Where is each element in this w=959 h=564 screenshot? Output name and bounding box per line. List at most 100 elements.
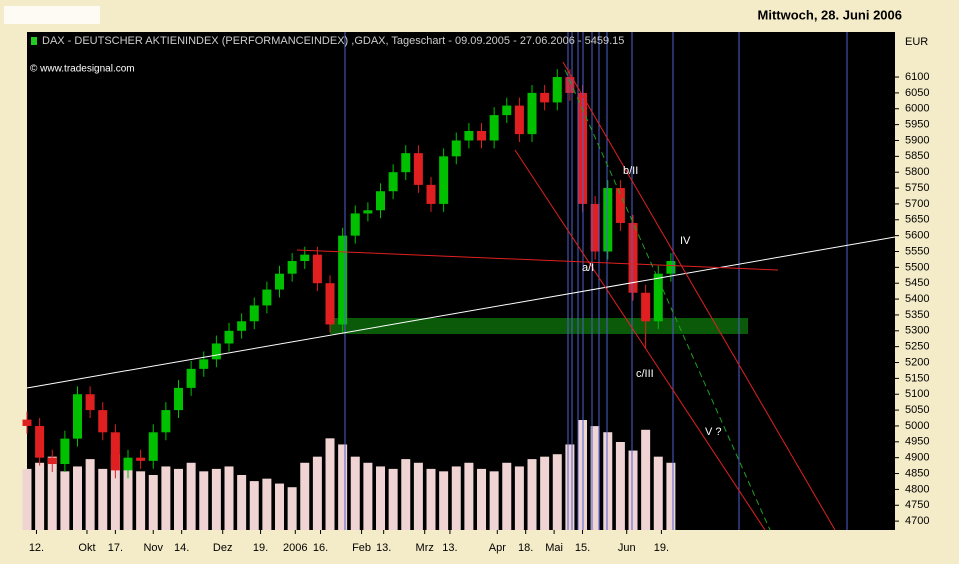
candle-body [464, 130, 474, 141]
candle-body [98, 410, 108, 433]
candle-body [502, 105, 512, 116]
volume-bar [110, 454, 120, 530]
legend-icon [31, 37, 37, 45]
volume-bar [237, 475, 247, 530]
candle-body [376, 191, 386, 211]
candle-body [73, 394, 83, 439]
volume-bar [123, 462, 133, 530]
volume-bar [325, 438, 335, 530]
candle-body [249, 305, 259, 322]
volume-bar [186, 462, 196, 530]
y-tick-label: 5100 [905, 388, 929, 400]
y-tick-label: 4900 [905, 452, 929, 464]
volume-bar [98, 468, 108, 530]
y-tick-label: 4750 [905, 499, 929, 511]
candle-body [514, 105, 524, 135]
candle-body [388, 172, 398, 192]
y-tick-label: 5700 [905, 198, 929, 210]
y-tick-label: 5300 [905, 325, 929, 337]
volume-bar [60, 471, 70, 530]
volume-bar [224, 466, 234, 530]
candle-body [35, 425, 45, 458]
x-tick-label: 19. [253, 542, 268, 554]
candle-body [199, 359, 209, 369]
y-tick-label: 5750 [905, 182, 929, 194]
marks [22, 69, 676, 530]
candle-body [186, 368, 196, 388]
y-tick-label: 5500 [905, 261, 929, 273]
volume-bar [275, 483, 285, 530]
volume-bar [148, 475, 158, 530]
volume-bar [653, 456, 663, 530]
volume-bar [401, 459, 411, 530]
volume-bar [388, 468, 398, 530]
candle-body [641, 292, 651, 322]
y-tick-label: 5050 [905, 404, 929, 416]
volume-bar [363, 462, 373, 530]
volume-bar [350, 456, 360, 530]
y-tick-label: 5950 [905, 119, 929, 131]
y-tick-label: 4850 [905, 467, 929, 479]
candle-body [552, 77, 562, 103]
volume-bar [540, 456, 550, 530]
candle-body [85, 394, 95, 411]
x-tick-label: 19. [654, 542, 669, 554]
x-tick-label: Mrz [416, 542, 434, 554]
annotation: V ? [705, 426, 722, 438]
candle-body [211, 343, 221, 360]
candle-body [451, 140, 461, 157]
y-tick-label: 4950 [905, 436, 929, 448]
candle-body [615, 188, 625, 223]
candle-body [401, 153, 411, 173]
volume-bar [641, 429, 651, 530]
volume-bar [73, 466, 83, 530]
candle-body [628, 222, 638, 293]
candle-body [338, 235, 348, 325]
candle-body [325, 283, 335, 325]
plot-area [27, 32, 895, 530]
support-band [330, 318, 748, 334]
y-tick-label: 5350 [905, 309, 929, 321]
y-tick-label: 5450 [905, 277, 929, 289]
volume-bar [211, 468, 221, 530]
y-tick-label: 6050 [905, 87, 929, 99]
candle-body [426, 184, 436, 204]
date-header: Mittwoch, 28. Juni 2006 [758, 7, 903, 22]
candle-body [603, 188, 613, 252]
y-tick-label: 6100 [905, 71, 929, 83]
volume-bar [262, 478, 272, 530]
channel-lower [514, 149, 766, 531]
annotations: b/II a/I IV c/III V ? [582, 165, 722, 438]
candle-body [590, 203, 600, 252]
volume-bar [136, 471, 146, 530]
y-tick-label: 5200 [905, 356, 929, 368]
x-tick-label: 13. [376, 542, 391, 554]
x-tick-label: 16. [313, 542, 328, 554]
volume-bar [439, 471, 449, 530]
volume-bar [489, 471, 499, 530]
y-tick-label: 5800 [905, 166, 929, 178]
volume-bar [249, 481, 259, 530]
y-unit: EUR [905, 36, 928, 48]
volume-bar [199, 471, 209, 530]
annotation: IV [680, 235, 691, 247]
candle-body [148, 432, 158, 461]
candle-body [60, 438, 70, 465]
volume-bar [22, 468, 32, 530]
x-tick-label: Apr [489, 542, 506, 554]
x-tick-label: 17. [108, 542, 123, 554]
volume-bar [615, 442, 625, 530]
x-tick-label: Dez [213, 542, 233, 554]
y-tick-label: 5250 [905, 341, 929, 353]
y-tick-label: 5400 [905, 293, 929, 305]
volume-bar [477, 468, 487, 530]
candle-body [123, 457, 133, 471]
candle-body [489, 115, 499, 141]
source: © www.tradesignal.com [30, 64, 135, 75]
volume-bar [287, 487, 297, 530]
candle-body [666, 261, 676, 274]
y-tick-label: 5650 [905, 214, 929, 226]
candle-body [262, 289, 272, 306]
volume-bar [174, 468, 184, 530]
channel-mid [564, 69, 771, 531]
